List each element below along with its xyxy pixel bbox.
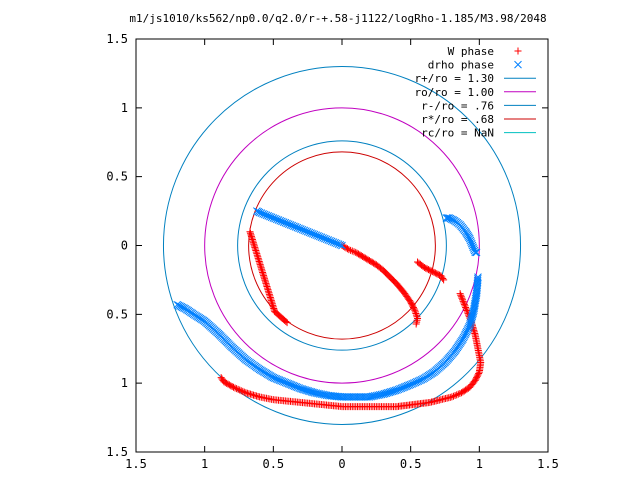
legend-swatch	[514, 60, 522, 69]
legend-label: r-/ro = .76	[421, 99, 494, 112]
data-point	[242, 389, 250, 397]
y-tick-label: 1	[121, 101, 128, 115]
data-point	[415, 259, 423, 267]
data-point	[462, 303, 470, 311]
reference-circle-3	[248, 151, 436, 340]
chart-title: m1/js1010/ks562/np0.0/q2.0/r-+.58-j1122/…	[129, 12, 546, 25]
legend-label: ro/ro = 1.00	[415, 86, 494, 99]
data-point	[348, 247, 356, 255]
series-1	[173, 207, 482, 401]
data-point	[449, 392, 457, 400]
data-point	[231, 384, 239, 392]
x-tick-label: 1	[476, 457, 483, 471]
data-point	[234, 385, 242, 393]
data-point	[467, 313, 476, 322]
legend-label: rc/ro = NaN	[421, 127, 494, 140]
data-point	[240, 388, 248, 396]
legend-label: drho phase	[428, 59, 494, 72]
data-point	[469, 306, 478, 315]
data-point	[282, 317, 290, 325]
data-point	[457, 293, 465, 301]
data-point	[457, 291, 465, 299]
legend-label: W phase	[448, 45, 494, 58]
y-tick-label: 1	[121, 376, 128, 390]
data-point	[470, 303, 479, 311]
data-point	[459, 388, 467, 396]
legend-label: r*/ro = .68	[421, 113, 494, 126]
y-tick-label: 1.5	[106, 445, 128, 459]
data-point	[345, 246, 353, 254]
data-point	[468, 312, 477, 321]
data-point	[239, 387, 247, 395]
data-point	[414, 258, 422, 266]
data-point	[453, 391, 461, 399]
data-point	[412, 310, 420, 318]
data-point	[469, 309, 477, 318]
data-point	[461, 302, 469, 310]
legend-swatch	[514, 47, 522, 55]
data-point	[412, 311, 420, 319]
legend-label: r+/ro = 1.30	[415, 72, 494, 85]
data-point	[233, 385, 241, 393]
data-point	[347, 246, 355, 254]
data-point	[460, 300, 468, 308]
data-point	[252, 207, 261, 215]
data-point	[218, 375, 226, 383]
data-point	[217, 374, 225, 382]
data-point	[173, 300, 182, 309]
data-point	[451, 392, 459, 400]
data-point	[462, 305, 470, 313]
data-point	[458, 294, 466, 302]
x-tick-label: 1	[201, 457, 208, 471]
y-tick-label: 0.5	[106, 170, 128, 184]
x-tick-label: 0.5	[262, 457, 284, 471]
data-point	[411, 308, 419, 316]
data-point	[457, 389, 465, 397]
data-point	[467, 315, 476, 324]
data-point	[283, 319, 291, 327]
data-point	[459, 297, 467, 305]
data-point	[456, 290, 464, 298]
reference-circle-1	[204, 107, 480, 384]
data-point	[454, 390, 462, 398]
data-point	[468, 310, 477, 319]
data-point	[469, 307, 478, 316]
x-tick-label: 0.5	[400, 457, 422, 471]
data-point	[411, 306, 419, 314]
data-point	[442, 214, 451, 222]
data-series	[173, 207, 485, 411]
reference-circle-2	[237, 140, 447, 351]
data-point	[463, 307, 471, 315]
x-tick-label: 0	[338, 457, 345, 471]
y-tick-label: 0	[121, 239, 128, 253]
reference-circle-0	[162, 66, 522, 425]
data-point	[470, 304, 478, 313]
series-0	[217, 228, 485, 411]
y-tick-label: 1.5	[106, 32, 128, 46]
data-point	[410, 305, 418, 313]
y-tick-label: 0.5	[106, 307, 128, 321]
data-point	[459, 296, 467, 304]
data-point	[445, 214, 453, 222]
data-point	[237, 387, 245, 395]
data-point	[350, 248, 358, 256]
data-point	[456, 389, 464, 397]
data-point	[412, 320, 420, 328]
x-tick-label: 1.5	[125, 457, 147, 471]
data-point	[467, 316, 475, 325]
data-point	[460, 299, 468, 307]
x-tick-label: 1.5	[537, 457, 559, 471]
data-point	[443, 214, 452, 222]
data-point	[236, 386, 244, 394]
reference-circles	[162, 66, 522, 425]
data-point	[466, 318, 475, 327]
